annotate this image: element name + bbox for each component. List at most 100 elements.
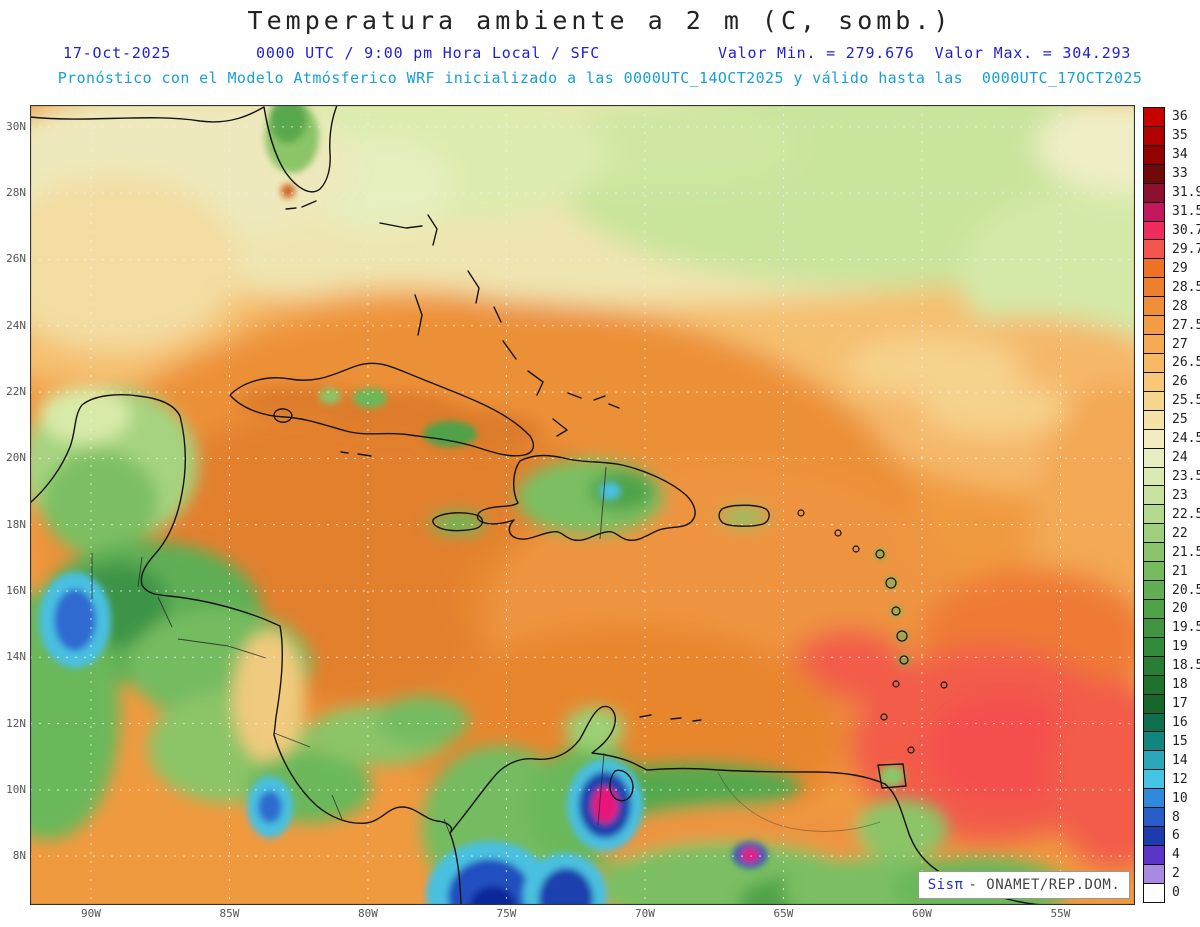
- colorbar-row: 29.7: [1143, 239, 1200, 260]
- credit-brand: Sisπ: [927, 877, 964, 893]
- colorbar-cell: [1143, 428, 1165, 449]
- colorbar-cell: [1143, 750, 1165, 771]
- colorbar-label: 28.5: [1172, 279, 1200, 295]
- colorbar-row: 36: [1143, 107, 1200, 127]
- time-label: 0000 UTC / 9:00 pm Hora Local / SFC: [256, 44, 601, 62]
- colorbar-row: 28.5: [1143, 277, 1200, 298]
- colorbar-row: 18.5: [1143, 655, 1200, 676]
- colorbar-row: 22.5: [1143, 504, 1200, 525]
- colorbar-row: 23.5: [1143, 466, 1200, 487]
- colorbar-cell: [1143, 731, 1165, 752]
- colorbar-label: 26.5: [1172, 355, 1200, 371]
- colorbar-label: 28: [1172, 298, 1188, 314]
- colorbar-label: 16: [1172, 714, 1188, 730]
- colorbar-row: 24: [1143, 447, 1200, 468]
- colorbar-cell: [1143, 182, 1165, 203]
- colorbar-label: 27.5: [1172, 317, 1200, 333]
- lon-axis-label: 70W: [635, 907, 655, 920]
- colorbar-cell: [1143, 542, 1165, 563]
- colorbar-cell: [1143, 693, 1165, 714]
- colorbar-label: 6: [1172, 828, 1180, 844]
- colorbar-label: 15: [1172, 733, 1188, 749]
- colorbar-label: 20: [1172, 601, 1188, 617]
- colorbar-label: 18: [1172, 677, 1188, 693]
- colorbar-row: 14: [1143, 750, 1200, 771]
- island-dots: [797, 509, 948, 754]
- colorbar-cell: [1143, 409, 1165, 430]
- country-borders: [91, 466, 881, 835]
- max-value-label: Valor Max. = 304.293: [934, 44, 1132, 62]
- colorbar-cell: [1143, 769, 1165, 790]
- colorbar-label: 24.5: [1172, 431, 1200, 447]
- colorbar-cell: [1143, 201, 1165, 222]
- colorbar-cell: [1143, 485, 1165, 506]
- forecast-description: Pronóstico con el Modelo Atmósferico WRF…: [57, 69, 1143, 87]
- colorbar-row: 30.7: [1143, 220, 1200, 241]
- colorbar-label: 18.5: [1172, 658, 1200, 674]
- colorbar-cell: [1143, 163, 1165, 184]
- colorbar-row: 0: [1143, 882, 1200, 903]
- colorbar-cell: [1143, 617, 1165, 638]
- lon-axis-label: 65W: [773, 907, 794, 920]
- lat-axis-label: 10N: [6, 782, 26, 796]
- colorbar-row: 31.5: [1143, 201, 1200, 222]
- colorbar-row: 20.5: [1143, 580, 1200, 600]
- colorbar-row: 33: [1143, 163, 1200, 184]
- credit-text: - ONAMET/REP.DOM.: [968, 877, 1121, 893]
- colorbar-row: 22: [1143, 523, 1200, 544]
- colorbar-cell: [1143, 636, 1165, 657]
- colorbar-row: 25: [1143, 409, 1200, 430]
- colorbar-label: 31.9: [1172, 185, 1200, 201]
- colorbar-row: 31.9: [1143, 182, 1200, 203]
- map-plot: [30, 105, 1135, 905]
- colorbar-label: 26: [1172, 374, 1188, 390]
- colorbar-label: 35: [1172, 128, 1188, 144]
- colorbar-cell: [1143, 125, 1165, 146]
- colorbar-row: 16: [1143, 712, 1200, 733]
- colorbar-row: 23: [1143, 485, 1200, 506]
- colorbar-row: 17: [1143, 693, 1200, 714]
- colorbar-cell: [1143, 826, 1165, 846]
- colorbar-label: 20.5: [1172, 582, 1200, 598]
- colorbar-label: 4: [1172, 847, 1180, 863]
- colorbar-cell: [1143, 352, 1165, 373]
- colorbar-cell: [1143, 504, 1165, 525]
- colorbar: 36 35 34 33 31.9 31.5 30.7 29.7 29 28.5 28 27.5 27 26…: [1143, 107, 1200, 903]
- lon-axis-label: 55W: [1050, 907, 1071, 920]
- colorbar-row: 26.5: [1143, 352, 1200, 373]
- date-label: 17-Oct-2025: [63, 44, 172, 62]
- colorbar-row: 2: [1143, 863, 1200, 884]
- colorbar-cell: [1143, 466, 1165, 487]
- lat-axis-label: 28N: [6, 186, 26, 200]
- colorbar-label: 23.5: [1172, 468, 1200, 484]
- lon-axis-label: 75W: [496, 907, 517, 920]
- lon-axis-label: 90W: [81, 907, 101, 920]
- colorbar-label: 10: [1172, 790, 1188, 806]
- colorbar-cell: [1143, 788, 1165, 809]
- lat-axis-label: 8N: [12, 849, 26, 863]
- colorbar-cell: [1143, 561, 1165, 582]
- lon-axis-label: 85W: [219, 907, 240, 920]
- colorbar-label: 29: [1172, 260, 1188, 276]
- colorbar-cell: [1143, 334, 1165, 354]
- colorbar-label: 31.5: [1172, 204, 1200, 220]
- lat-axis-label: 12N: [6, 716, 26, 730]
- colorbar-row: 34: [1143, 144, 1200, 165]
- colorbar-label: 14: [1172, 752, 1188, 768]
- colorbar-label: 33: [1172, 166, 1188, 182]
- lat-axis-label: 14N: [6, 650, 26, 664]
- colorbar-label: 24: [1172, 450, 1188, 466]
- colorbar-row: 35: [1143, 125, 1200, 146]
- map-frame: [30, 105, 1135, 905]
- colorbar-row: 19: [1143, 636, 1200, 657]
- colorbar-label: 23: [1172, 487, 1188, 503]
- colorbar-row: 8: [1143, 807, 1200, 828]
- colorbar-row: 12: [1143, 769, 1200, 790]
- colorbar-label: 27: [1172, 336, 1188, 352]
- colorbar-cell: [1143, 807, 1165, 828]
- colorbar-row: 21: [1143, 561, 1200, 582]
- colorbar-row: 26: [1143, 371, 1200, 392]
- colorbar-row: 10: [1143, 788, 1200, 809]
- lat-axis-label: 30N: [6, 119, 26, 133]
